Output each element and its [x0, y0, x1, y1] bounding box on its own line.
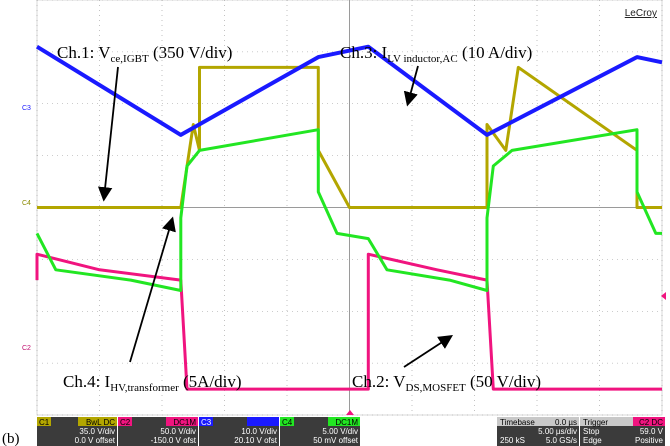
timebase-panel: Timebase 0.0 µs 5.00 µs/div 250 kS 5.0 G…	[497, 417, 579, 446]
svg-text:-150.0 V ofst: -150.0 V ofst	[151, 436, 197, 445]
annotation-ch3: Ch.3: ILV inductor,AC (10 A/div)	[340, 43, 532, 65]
info-panel-c2: C2 DC1M 50.0 V/div -150.0 V ofst	[118, 417, 198, 446]
svg-text:0.0 µs: 0.0 µs	[555, 418, 577, 427]
svg-text:DC1M: DC1M	[173, 418, 196, 427]
arrow-ch1	[97, 66, 119, 202]
trace-ch1	[37, 65, 662, 209]
svg-text:250 kS: 250 kS	[500, 436, 525, 445]
trigger-time-marker	[346, 410, 354, 415]
svg-text:C2 DC: C2 DC	[639, 418, 663, 427]
svg-text:5.0 GS/s: 5.0 GS/s	[546, 436, 577, 445]
svg-text:Positive: Positive	[635, 436, 664, 445]
svg-text:Edge: Edge	[583, 436, 602, 445]
info-panel-c1: C1 BwL DC 35.0 V/div 0.0 V offset	[37, 417, 117, 446]
svg-text:50.0 V/div: 50.0 V/div	[160, 427, 196, 436]
svg-text:DC1M: DC1M	[335, 418, 358, 427]
channel-tag-c4: C4	[22, 200, 31, 207]
info-panel-c4: C4 DC1M 5.00 V/div 50 mV offset	[280, 417, 360, 446]
annotation-ch1: Ch.1: Vce,IGBT (350 V/div)	[57, 43, 232, 65]
arrow-ch4	[129, 216, 176, 363]
svg-text:5.00 V/div: 5.00 V/div	[322, 427, 358, 436]
trace-ch4	[35, 128, 662, 292]
annotation-ch2: Ch.2: VDS,MOSFET (50 V/div)	[352, 372, 541, 394]
trace-ch3	[35, 44, 663, 137]
svg-text:20.10 V ofst: 20.10 V ofst	[234, 436, 277, 445]
svg-text:C4: C4	[282, 418, 293, 427]
svg-text:10.0 V/div: 10.0 V/div	[241, 427, 277, 436]
trigger-level-marker	[661, 292, 666, 300]
svg-text:C2: C2	[120, 418, 131, 427]
svg-text:BwL DC: BwL DC	[86, 418, 115, 427]
svg-text:Stop: Stop	[583, 427, 600, 436]
svg-text:Trigger: Trigger	[583, 418, 608, 427]
svg-text:5.00 µs/div: 5.00 µs/div	[538, 427, 577, 436]
info-panel-c3: C3 10.0 V/div 20.10 V ofst	[199, 417, 279, 446]
trigger-panel: Trigger C2 DC Stop 59.0 V Edge Positive	[580, 417, 665, 446]
svg-text:C3: C3	[201, 418, 212, 427]
figure-label: (b)	[2, 431, 20, 446]
traces	[35, 44, 663, 391]
svg-text:59.0 V: 59.0 V	[640, 427, 664, 436]
svg-text:C1: C1	[39, 418, 50, 427]
arrow-ch3	[403, 65, 419, 107]
svg-text:35.0 V/div: 35.0 V/div	[79, 427, 115, 436]
trace-ch2	[35, 252, 662, 391]
svg-text:50 mV offset: 50 mV offset	[313, 436, 359, 445]
channel-tag-c3: C3	[22, 105, 31, 112]
arrow-ch2	[403, 335, 454, 368]
svg-text:Timebase: Timebase	[500, 418, 535, 427]
svg-text:0.0 V offset: 0.0 V offset	[75, 436, 116, 445]
channel-tag-c2: C2	[22, 345, 31, 352]
brand-logo: LeCroy	[625, 8, 657, 19]
annotation-ch4: Ch.4: IHV,transformer (5A/div)	[63, 372, 242, 394]
